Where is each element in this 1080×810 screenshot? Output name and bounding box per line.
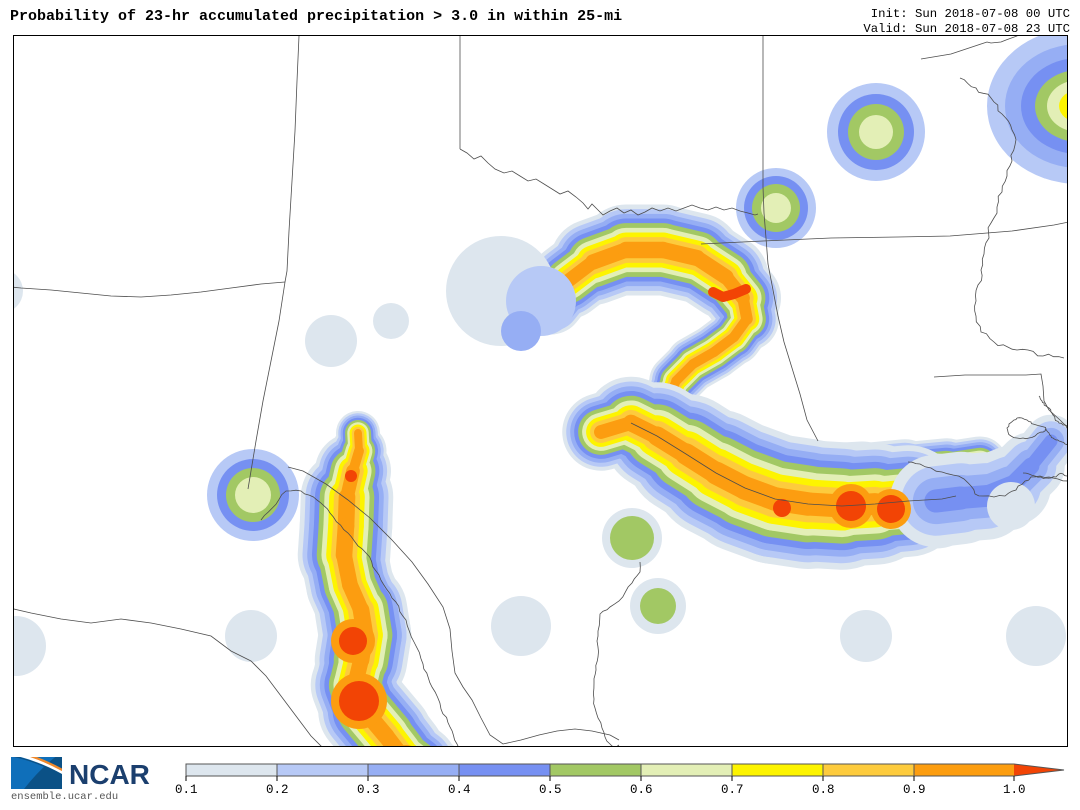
- svg-text:NCAR: NCAR: [69, 759, 150, 790]
- svg-text:ensemble.ucar.edu: ensemble.ucar.edu: [11, 791, 118, 801]
